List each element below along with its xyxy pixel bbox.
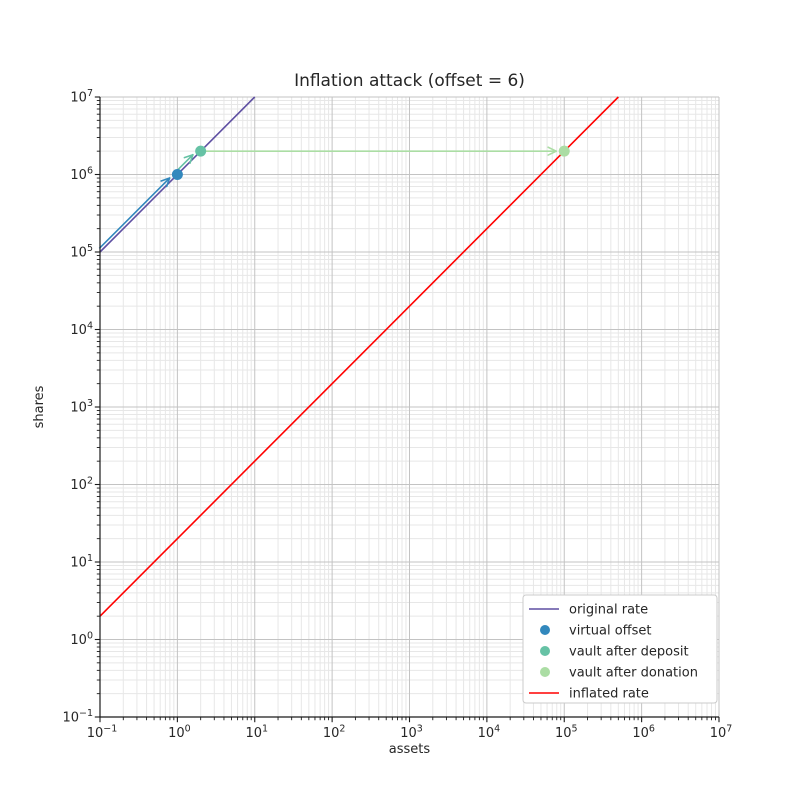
x-tick-label: 10−1 <box>87 724 118 742</box>
legend-entry-original-rate: original rate <box>529 603 648 618</box>
arrow-head <box>547 146 558 152</box>
legend-entry-virtual-offset: virtual offset <box>540 624 651 639</box>
legend-label: vault after deposit <box>569 645 689 660</box>
tick-labels-layer: 10−1 100 101 102 103 104 105 106 107 10−1 100 101 10… <box>62 88 732 741</box>
legend-dot-swatch <box>540 646 550 656</box>
legend-entry-vault-after-donation: vault after donation <box>540 666 698 681</box>
y-axis-label: shares <box>32 385 47 428</box>
legend-label: inflated rate <box>569 687 649 702</box>
x-tick-label: 102 <box>323 724 346 742</box>
y-tick-label: 103 <box>70 398 93 416</box>
arrow-deposit-arrow <box>176 153 194 172</box>
arrow-head <box>160 177 171 182</box>
arrow-head <box>165 177 171 188</box>
y-tick-label: 107 <box>70 88 93 106</box>
y-tick-label: 105 <box>70 243 93 261</box>
legend-entry-vault-after-deposit: vault after deposit <box>540 645 689 660</box>
legend-entry-inflated-rate: inflated rate <box>529 687 649 702</box>
legend-dot-swatch <box>540 625 550 635</box>
legend-box <box>522 594 718 704</box>
x-tick-label: 104 <box>478 724 501 742</box>
y-tick-label: 102 <box>70 476 93 494</box>
y-tick-label: 101 <box>70 553 93 571</box>
line-inflated-rate <box>99 96 619 617</box>
legend-label: vault after donation <box>569 666 698 681</box>
arrow-donation-arrow <box>202 146 558 156</box>
arrow-head <box>547 150 558 156</box>
y-tick-label: 104 <box>70 321 93 339</box>
x-axis-label: assets <box>389 742 431 757</box>
x-tick-label: 105 <box>555 724 578 742</box>
x-tick-label: 101 <box>245 724 268 742</box>
point-virtual-offset <box>171 169 183 180</box>
chart-title: Inflation attack (offset = 6) <box>294 71 525 91</box>
arrow-shaft <box>176 154 194 172</box>
axes-layer <box>94 96 720 723</box>
x-tick-label: 107 <box>710 724 733 742</box>
x-tick-label: 100 <box>168 724 191 742</box>
x-tick-label: 106 <box>632 724 655 742</box>
y-tick-label: 100 <box>70 631 93 649</box>
annotation-arrows-layer <box>98 146 558 250</box>
legend-dot-swatch <box>540 667 550 677</box>
arrow-head <box>183 153 194 159</box>
legend: original rate virtual offset vault after d… <box>522 594 718 704</box>
arrow-shaft <box>98 177 171 250</box>
arrow-head <box>189 153 194 165</box>
x-tick-label: 103 <box>400 724 423 742</box>
point-vault-after-deposit <box>195 145 207 157</box>
point-vault-after-donation <box>558 145 570 157</box>
legend-label: virtual offset <box>569 624 651 639</box>
y-tick-label: 10−1 <box>62 708 93 726</box>
y-tick-label: 106 <box>70 166 93 184</box>
scatter-points-layer <box>171 145 570 180</box>
legend-label: original rate <box>569 603 648 618</box>
arrow-offset-arrow <box>98 177 171 250</box>
